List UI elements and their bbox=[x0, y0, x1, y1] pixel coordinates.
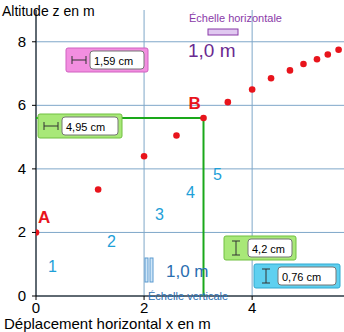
x-tick-label: 2 bbox=[140, 299, 148, 316]
y-tick-label: 4 bbox=[18, 160, 26, 177]
measure-value: 1,59 cm bbox=[94, 55, 133, 67]
measure-box bbox=[224, 236, 296, 260]
icon bbox=[232, 241, 240, 255]
y-axis-label: Altitude z en m bbox=[2, 3, 95, 19]
point bbox=[200, 115, 207, 122]
tick bbox=[32, 296, 36, 297]
point bbox=[335, 46, 342, 53]
point bbox=[141, 153, 148, 160]
grid-line bbox=[36, 10, 37, 296]
y-axis bbox=[36, 10, 37, 296]
scale-bar bbox=[145, 258, 148, 282]
measure-box bbox=[38, 114, 122, 138]
segment-number: 4 bbox=[186, 184, 195, 201]
grid-line bbox=[36, 232, 344, 233]
point bbox=[95, 186, 102, 193]
y-tick-label: 8 bbox=[18, 33, 26, 50]
point bbox=[225, 99, 232, 106]
measure-field bbox=[90, 51, 144, 69]
point-label: A bbox=[38, 208, 50, 227]
icon bbox=[44, 122, 58, 130]
point bbox=[249, 86, 256, 93]
point bbox=[324, 51, 331, 58]
tick bbox=[32, 105, 36, 106]
y-tick-label: 2 bbox=[18, 223, 26, 240]
point bbox=[268, 75, 275, 82]
point bbox=[300, 61, 307, 68]
scale-value: 1,0 m bbox=[188, 40, 236, 61]
segment-number: 2 bbox=[107, 233, 116, 250]
y-tick-label: 6 bbox=[18, 96, 26, 113]
segment-number: 1 bbox=[48, 258, 57, 275]
grid-line bbox=[36, 168, 344, 169]
tick bbox=[32, 41, 36, 42]
measure-value: 4,95 cm bbox=[66, 121, 105, 133]
chart: 0 2 4 0 2 4 6 8 Altitude z en m Déplacement horiz… bbox=[0, 0, 344, 332]
x-tick-label: 0 bbox=[32, 299, 40, 316]
tick bbox=[32, 168, 36, 169]
point-label: B bbox=[189, 94, 201, 113]
measure-value: 0,76 cm bbox=[282, 271, 321, 283]
scale-value: 1,0 m bbox=[166, 262, 209, 281]
scale-bar bbox=[150, 258, 153, 282]
segment-number: 5 bbox=[213, 166, 222, 183]
icon bbox=[262, 269, 270, 283]
scale-title: Échelle verticale bbox=[148, 290, 228, 302]
point bbox=[314, 56, 321, 63]
measure-field bbox=[278, 267, 336, 285]
point bbox=[173, 132, 180, 139]
measure-field bbox=[248, 239, 292, 257]
scale-bar bbox=[208, 29, 238, 35]
x-tick-label: 4 bbox=[248, 299, 256, 316]
icon bbox=[72, 56, 86, 64]
measure-value: 4,2 cm bbox=[252, 243, 285, 255]
tick bbox=[32, 232, 36, 233]
point bbox=[36, 229, 39, 236]
segment-number: 3 bbox=[155, 206, 164, 223]
measure-field bbox=[62, 117, 118, 135]
point bbox=[287, 67, 294, 74]
points bbox=[36, 46, 342, 235]
measure-box bbox=[66, 48, 148, 72]
x-axis-label: Déplacement horizontal x en m bbox=[4, 315, 211, 332]
scale-title: Échelle horizontale bbox=[189, 12, 282, 24]
y-tick-label: 0 bbox=[18, 287, 26, 304]
measure-box bbox=[254, 264, 340, 288]
